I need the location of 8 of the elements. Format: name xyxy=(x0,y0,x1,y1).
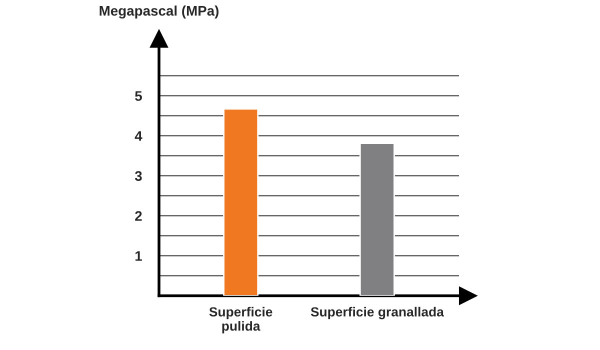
x-tick-label: Superficie pulida xyxy=(209,306,272,334)
y-axis-title: Megapascal (MPa) xyxy=(100,6,219,19)
x-tick-label: Superficie granallada xyxy=(310,306,444,320)
y-tick-label: 2 xyxy=(135,211,142,221)
y-tick-label: 4 xyxy=(134,131,142,141)
y-tick-label: 5 xyxy=(135,91,142,101)
y-tick-label: 1 xyxy=(135,251,142,261)
y-tick-label: 3 xyxy=(134,171,142,181)
